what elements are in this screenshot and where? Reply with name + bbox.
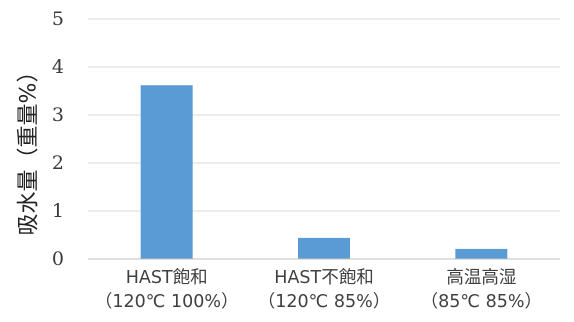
x-category-label: （120℃ 100%） <box>95 292 239 312</box>
bar <box>455 248 508 259</box>
y-tick-label: 4 <box>52 56 64 78</box>
x-category-label: （85℃ 85%） <box>421 292 542 312</box>
y-tick-label: 2 <box>52 152 64 174</box>
y-tick-label: 1 <box>52 200 64 222</box>
category-labels: HAST飽和 （120℃ 100%） HAST不飽和 （120℃ 85%） 高温高湿 （8… <box>95 268 542 312</box>
y-axis-title: 吸水量（重量%） <box>17 61 42 236</box>
x-category-label: HAST不飽和 <box>274 268 373 288</box>
y-tick-label: 5 <box>52 8 64 30</box>
y-axis-ticks: 0 1 2 3 4 5 <box>52 8 64 270</box>
y-tick-label: 3 <box>52 104 64 126</box>
bars <box>140 85 508 260</box>
y-tick-label: 0 <box>52 248 64 270</box>
x-category-label: 高温高湿 <box>446 268 516 288</box>
bar <box>298 237 350 259</box>
bar <box>140 85 193 260</box>
x-category-label: HAST飽和 <box>126 268 208 288</box>
x-category-label: （120℃ 85%） <box>258 292 391 312</box>
